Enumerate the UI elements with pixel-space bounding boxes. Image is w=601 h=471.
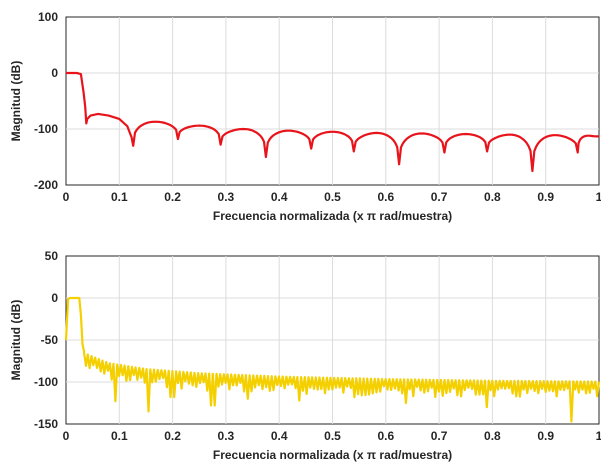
grid [66,17,599,185]
x-tick-label: 0.4 [271,429,288,443]
x-tick-labels: 0 0.1 0.2 0.3 0.4 0.5 0.6 0.7 0.8 0.9 1 [63,190,601,204]
y-tick-label: 0 [51,66,58,80]
series-line [64,296,601,423]
y-tick-label: -100 [34,122,58,136]
chart-magnitude-yellow: 0 0.1 0.2 0.3 0.4 0.5 0.6 0.7 0.8 0.9 1 50 0 -50 -100… [9,249,601,462]
x-tick-label: 0.9 [537,429,554,443]
x-tick-label: 0.5 [324,429,341,443]
y-tick-label: 0 [51,291,58,305]
x-tick-label: 0.2 [164,190,181,204]
x-tick-label: 1 [596,190,601,204]
x-tick-label: 0.9 [537,190,554,204]
y-tick-label: -200 [34,178,58,192]
x-tick-label: 1 [596,429,601,443]
x-axis-label: Frecuencia normalizada (x π rad/muestra) [213,448,452,462]
y-tick-label: 100 [38,10,58,24]
y-tick-label: -50 [41,333,59,347]
x-tick-label: 0.7 [431,190,448,204]
y-tick-labels: 50 0 -50 -100 -150 [34,249,58,431]
x-tick-label: 0.8 [484,190,501,204]
y-axis-label: Magnitud (dB) [9,300,23,381]
y-tick-label: -100 [34,375,58,389]
y-tick-labels: 100 0 -100 -200 [34,10,58,192]
x-tick-label: 0.2 [164,429,181,443]
x-tick-label: 0.3 [218,190,235,204]
x-tick-label: 0.1 [111,429,128,443]
x-tick-label: 0 [63,429,70,443]
x-tick-label: 0 [63,190,70,204]
y-tick-label: -150 [34,417,58,431]
x-tick-labels: 0 0.1 0.2 0.3 0.4 0.5 0.6 0.7 0.8 0.9 1 [63,429,601,443]
x-tick-label: 0.6 [377,429,394,443]
x-tick-label: 0.8 [484,429,501,443]
x-tick-label: 0.5 [324,190,341,204]
y-tick-label: 50 [45,249,59,263]
x-tick-label: 0.4 [271,190,288,204]
x-axis-label: Frecuencia normalizada (x π rad/muestra) [213,209,452,223]
x-tick-label: 0.1 [111,190,128,204]
y-axis-label: Magnitud (dB) [9,61,23,142]
series-line [66,71,600,173]
x-tick-label: 0.7 [431,429,448,443]
chart-magnitude-red: 0 0.1 0.2 0.3 0.4 0.5 0.6 0.7 0.8 0.9 1 100 0 -100 -2… [9,10,601,223]
x-tick-label: 0.3 [218,429,235,443]
x-tick-label: 0.6 [377,190,394,204]
